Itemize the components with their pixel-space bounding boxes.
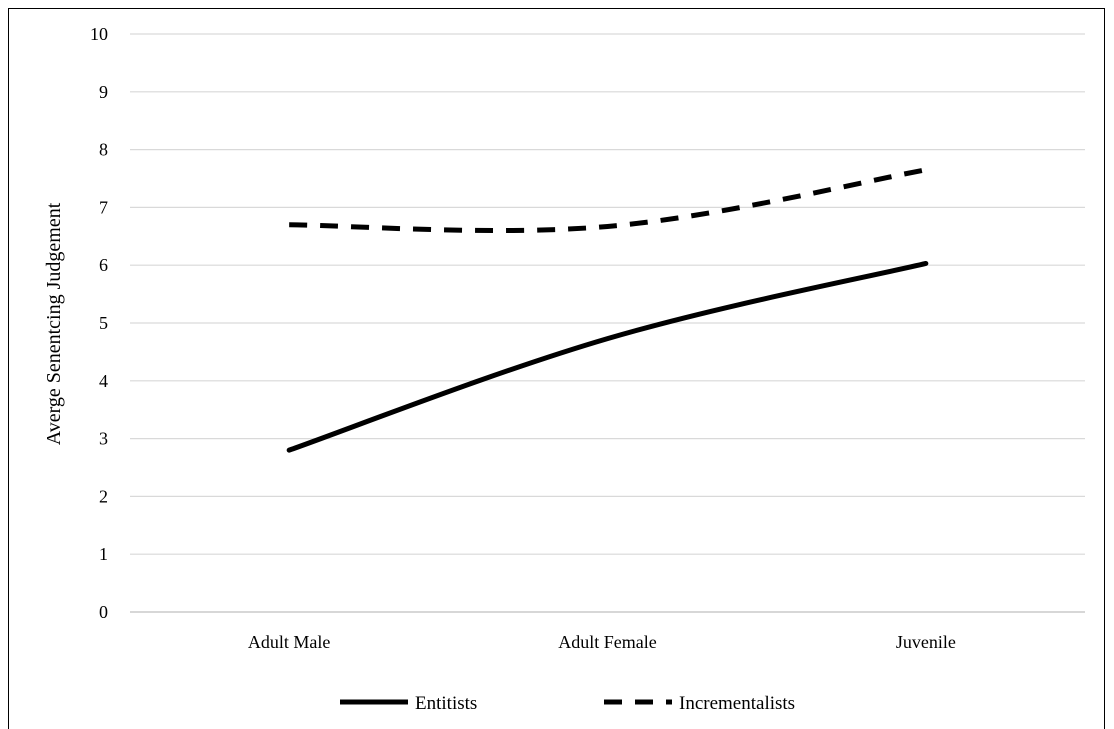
y-tick-label: 3 <box>99 429 108 449</box>
series-lines <box>286 167 929 453</box>
y-tick-label: 2 <box>99 486 108 506</box>
legend: Entitists Incrementalists <box>340 693 795 714</box>
chart-frame <box>8 8 1105 729</box>
y-tick-label: 6 <box>99 255 108 275</box>
y-tick-label: 4 <box>99 371 108 391</box>
y-tick-label: 10 <box>90 24 108 44</box>
y-tick-labels: 0 1 2 3 4 5 6 7 8 9 10 <box>90 24 108 622</box>
x-tick-label: Juvenile <box>896 632 956 652</box>
legend-label-entitists: Entitists <box>415 693 477 714</box>
y-tick-label: 8 <box>99 140 108 160</box>
x-tick-label: Adult Female <box>558 632 656 652</box>
series-line-entitists <box>286 260 929 453</box>
y-tick-label: 1 <box>99 544 108 564</box>
y-tick-label: 7 <box>99 197 108 217</box>
y-tick-label: 0 <box>99 602 108 622</box>
x-tick-label: Adult Male <box>248 632 331 652</box>
y-axis-label: Averge Senentcing Judgement <box>43 202 65 445</box>
y-tick-label: 5 <box>99 313 108 333</box>
gridlines <box>130 33 1085 613</box>
y-tick-label: 9 <box>99 82 108 102</box>
x-tick-labels: Adult Male Adult Female Juvenile <box>248 632 956 652</box>
series-line-incrementalists <box>289 167 927 233</box>
legend-label-incrementalists: Incrementalists <box>679 693 795 714</box>
